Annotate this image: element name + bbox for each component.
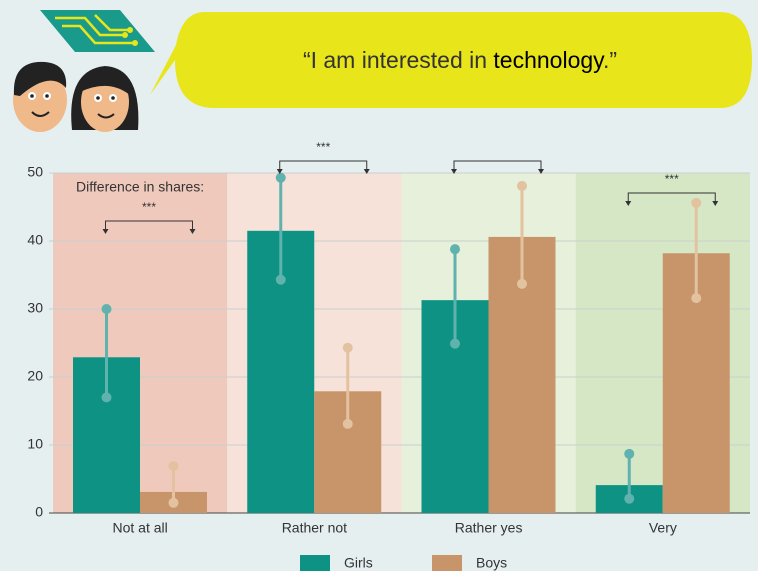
legend-swatch: [300, 555, 330, 571]
error-bar-low: [450, 339, 460, 349]
x-tick-label: Not at all: [113, 520, 168, 536]
annotation: Difference in shares:: [76, 179, 204, 195]
y-tick-label: 20: [27, 368, 43, 384]
error-bar-high: [276, 173, 286, 183]
significance-label: ***: [142, 200, 156, 214]
y-tick-label: 10: [27, 436, 43, 452]
x-tick-label: Rather yes: [455, 520, 523, 536]
quote: “I am interested in technology.”: [303, 47, 617, 73]
error-bar-high: [343, 343, 353, 353]
chart: “I am interested in technology.” 0 10 20 30…: [0, 0, 758, 571]
error-bar-high: [517, 181, 527, 191]
error-bar-low: [517, 279, 527, 289]
error-bar-high: [624, 449, 634, 459]
y-tick-label: 50: [27, 164, 43, 180]
error-bar-high: [691, 198, 701, 208]
quote-text: .”: [603, 47, 617, 73]
significance-label: ***: [316, 140, 330, 154]
error-bar-low: [624, 494, 634, 504]
error-bar-low: [102, 392, 112, 402]
legend-label: Boys: [476, 555, 507, 571]
error-bar-high: [169, 461, 179, 471]
legend-label: Girls: [344, 555, 373, 571]
y-tick-label: 30: [27, 300, 43, 316]
legend-swatch: [432, 555, 462, 571]
x-tick-label: Very: [649, 520, 677, 536]
plot: 0 10 20 30 40 50 Not at all *** Rather not *** Rat…: [27, 140, 750, 571]
quote-text: “I am interested in: [303, 47, 493, 73]
error-bar-high: [450, 244, 460, 254]
significance-label: ***: [665, 172, 679, 186]
error-bar-low: [169, 498, 179, 508]
quote-emphasis: technology: [493, 47, 605, 73]
x-tick-label: Rather not: [282, 520, 347, 536]
error-bar-low: [691, 293, 701, 303]
error-bar-high: [102, 304, 112, 314]
error-bar-low: [343, 419, 353, 429]
y-tick-label: 40: [27, 232, 43, 248]
y-tick-label: 0: [35, 504, 43, 520]
error-bar-low: [276, 275, 286, 285]
